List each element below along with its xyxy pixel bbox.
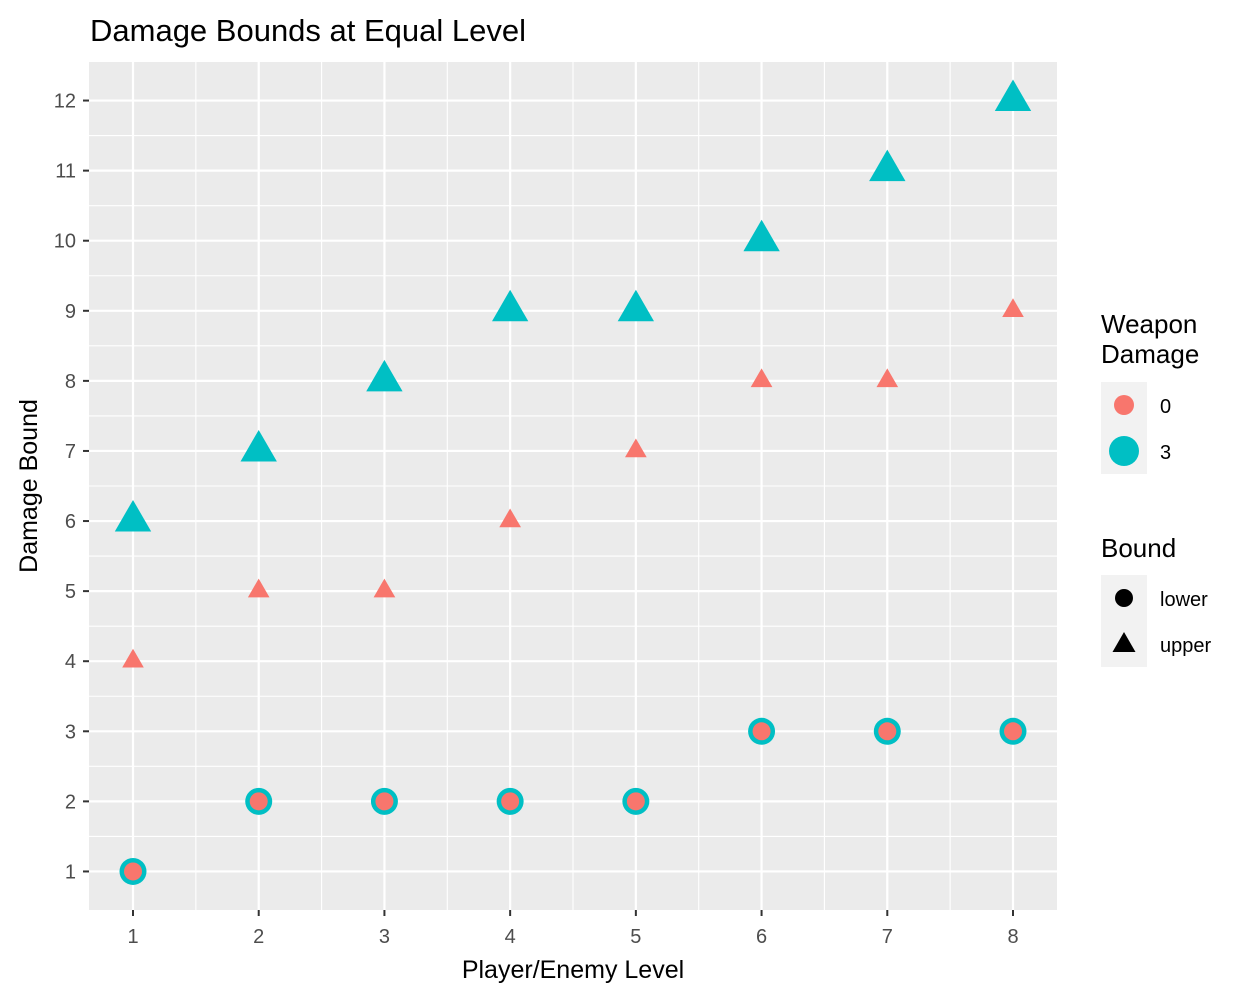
legend-key-weapon-0 [1114,395,1134,415]
y-tick-label: 11 [55,161,76,183]
legend-key-bound-lower [1115,589,1133,607]
x-tick-label: 5 [630,926,641,948]
y-tick-label: 10 [54,231,76,253]
x-tick-label: 2 [253,926,264,948]
x-axis-ticks: 1 2 3 4 5 6 7 8 [127,910,1019,948]
point-weapon-3-upper [492,289,529,322]
point-weapon-3-upper [366,359,403,392]
legend-label-weapon-3: 3 [1160,442,1171,464]
chart-title: Damage Bounds at Equal Level [90,13,526,48]
point-weapon-0-upper [876,368,899,388]
legend-title-bound: Bound [1101,533,1176,563]
y-tick-label: 8 [65,371,76,393]
point-weapon-0-lower [878,722,897,741]
point-weapon-0-upper [750,368,773,388]
legend-bound: Bound lower upper [1101,533,1211,667]
point-weapon-3-upper [869,149,906,182]
point-weapon-3-upper [994,79,1032,111]
x-tick-label: 7 [882,926,893,948]
x-tick-label: 8 [1007,926,1018,948]
point-weapon-0-lower [626,792,645,811]
y-tick-label: 12 [54,91,76,113]
legend-weapon-damage: Weapon Damage 0 3 [1101,309,1199,474]
legend-label-bound-lower: lower [1160,589,1208,611]
y-tick-label: 1 [65,861,76,883]
point-weapon-0-lower [752,722,771,741]
point-weapon-0-upper [247,578,270,598]
point-weapon-0-upper [499,508,521,528]
legend-key-bound-upper [1112,632,1136,652]
point-weapon-0-lower [1004,722,1022,741]
point-weapon-3-upper [240,430,277,462]
point-weapon-3-upper [114,500,152,532]
legend-label-weapon-0: 0 [1160,396,1171,418]
y-tick-label: 2 [65,791,76,813]
data-points [114,79,1032,885]
point-weapon-0-lower [124,862,142,881]
x-tick-label: 4 [505,926,516,948]
y-tick-label: 9 [65,301,76,323]
y-tick-label: 6 [65,511,76,533]
point-weapon-0-upper [122,648,144,668]
point-weapon-3-upper [743,219,780,252]
point-weapon-0-lower [375,792,394,811]
point-weapon-3-upper [617,289,654,322]
x-axis-title: Player/Enemy Level [462,956,684,984]
point-weapon-0-lower [501,792,520,811]
legend-title-weapon-line1: Weapon [1101,309,1197,339]
legend-label-bound-upper: upper [1160,635,1211,657]
x-tick-label: 3 [379,926,390,948]
y-tick-label: 4 [65,651,76,673]
x-tick-label: 6 [756,926,767,948]
y-tick-label: 5 [65,581,76,603]
y-axis-title: Damage Bound [15,399,43,573]
grid-lines [89,62,1057,910]
legend-title-weapon-line2: Damage [1101,339,1199,369]
point-weapon-0-upper [373,578,396,598]
y-tick-label: 3 [65,721,76,743]
x-tick-label: 1 [127,926,138,948]
legend-key-weapon-3 [1109,436,1139,466]
point-weapon-0-lower [249,792,268,811]
point-weapon-0-upper [1002,298,1024,317]
point-weapon-0-upper [625,438,647,458]
y-tick-label: 7 [65,441,76,463]
